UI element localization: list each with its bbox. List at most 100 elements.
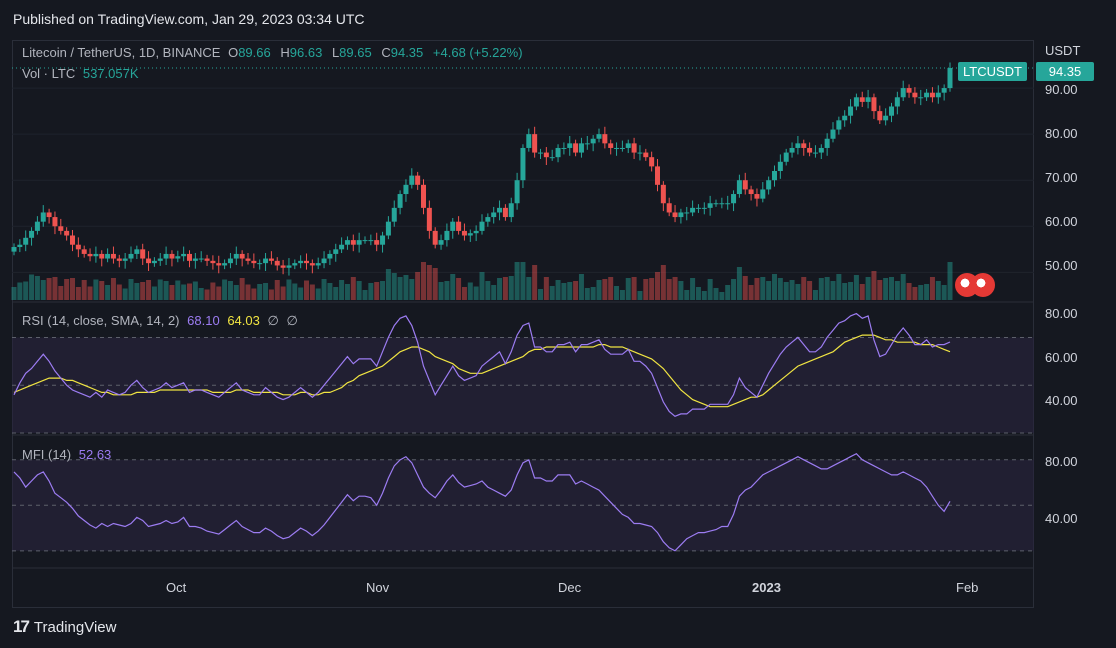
candle-body [549,157,555,159]
rsi-legend: RSI (14, close, SMA, 14, 2) 68.10 64.03 … [22,313,302,329]
volume-bar [64,279,70,300]
candle-body [40,212,46,222]
candle-body [134,249,140,254]
candle-body [350,240,356,245]
volume-bar [672,277,678,300]
candle-body [251,260,257,264]
candle-body [239,253,245,259]
candle-body [514,180,520,204]
volume-bar [549,286,555,300]
volume-bar [637,291,643,300]
volume-bar [467,282,473,300]
volume-bar [403,275,409,300]
candle-body [502,207,508,218]
candle-body [227,258,233,264]
candle-body [34,221,40,231]
volume-bar [590,287,596,300]
volume-bar [233,285,239,300]
candle-body [409,175,415,185]
volume-bar [935,281,941,300]
volume-bar [707,279,713,300]
volume-bar [643,279,649,300]
volume-bar [368,283,374,300]
candle-body [619,147,625,149]
candle-body [824,138,830,148]
volume-bar [848,282,854,300]
candle-body [374,240,380,245]
volume-bar [46,278,52,300]
high-label: H [280,45,290,60]
volume-bar [807,281,813,300]
candle-body [766,180,772,190]
candle-body [29,230,35,238]
volume-bar [520,262,526,300]
candle-body [46,212,52,218]
volume-bar [298,287,304,300]
volume-bar [175,280,181,300]
candle-body [497,207,503,213]
candle-body [924,92,930,98]
candle-body [11,247,17,252]
tradingview-logo[interactable]: 17 TradingView [13,617,116,637]
volume-bar [450,274,456,300]
candle-body [163,253,169,259]
candle-body [684,212,690,214]
candle-body [853,97,859,107]
volume-bar [491,285,497,300]
rsi-extra1: ∅ [267,313,279,328]
candle-body [456,221,462,231]
candle-body [157,258,163,261]
volume-bar [169,285,175,300]
volume-bar [777,278,783,300]
price-tick: 60.00 [1045,214,1078,229]
volume-bar [584,288,590,300]
candle-body [573,143,579,153]
volume-bar [29,274,35,300]
volume-bar [163,281,169,300]
rsi-extra2: ∅ [286,313,298,328]
volume-bar [192,281,198,300]
volume-bar [426,265,432,300]
candle-body [602,134,608,144]
volume-bar [889,277,894,300]
volume-bar [906,283,912,300]
candle-body [695,207,701,209]
candle-body [52,217,58,227]
symbol-price-tag[interactable]: LTCUSDT [958,62,1027,81]
candle-body [309,263,315,266]
volume-bar [619,290,625,300]
candle-body [192,258,198,261]
mfi-label[interactable]: MFI (14) [22,447,72,462]
volume-bar [842,283,848,300]
price-tick: 50.00 [1045,258,1078,273]
candle-body [801,143,807,148]
us-flag-icon[interactable] [971,273,995,297]
rsi-label[interactable]: RSI (14, close, SMA, 14, 2) [22,313,180,328]
candle-body [631,143,637,153]
open-value: 89.66 [238,45,271,60]
volume-bar [947,262,953,300]
low-label: L [331,45,340,60]
candle-body [450,221,456,231]
symbol-label[interactable]: Litecoin / TetherUS, 1D, BINANCE [22,45,221,60]
candle-body [110,253,116,259]
time-tick: Feb [956,580,979,595]
volume-label[interactable]: Vol · LTC [22,66,76,81]
candle-body [889,106,894,116]
volume-bar [461,287,467,300]
rsi-tick: 60.00 [1045,350,1078,365]
volume-bar [602,279,608,300]
candle-body [333,249,339,254]
candle-body [701,207,707,209]
candle-body [818,147,824,153]
volume-bar [596,280,602,300]
chart-frame[interactable] [12,40,1034,608]
volume-bar [941,285,947,300]
candle-body [532,134,538,153]
candle-body [99,253,105,259]
volume-bar [52,277,58,300]
candle-body [918,97,924,99]
volume-bar [140,282,146,300]
candle-body [789,147,795,153]
